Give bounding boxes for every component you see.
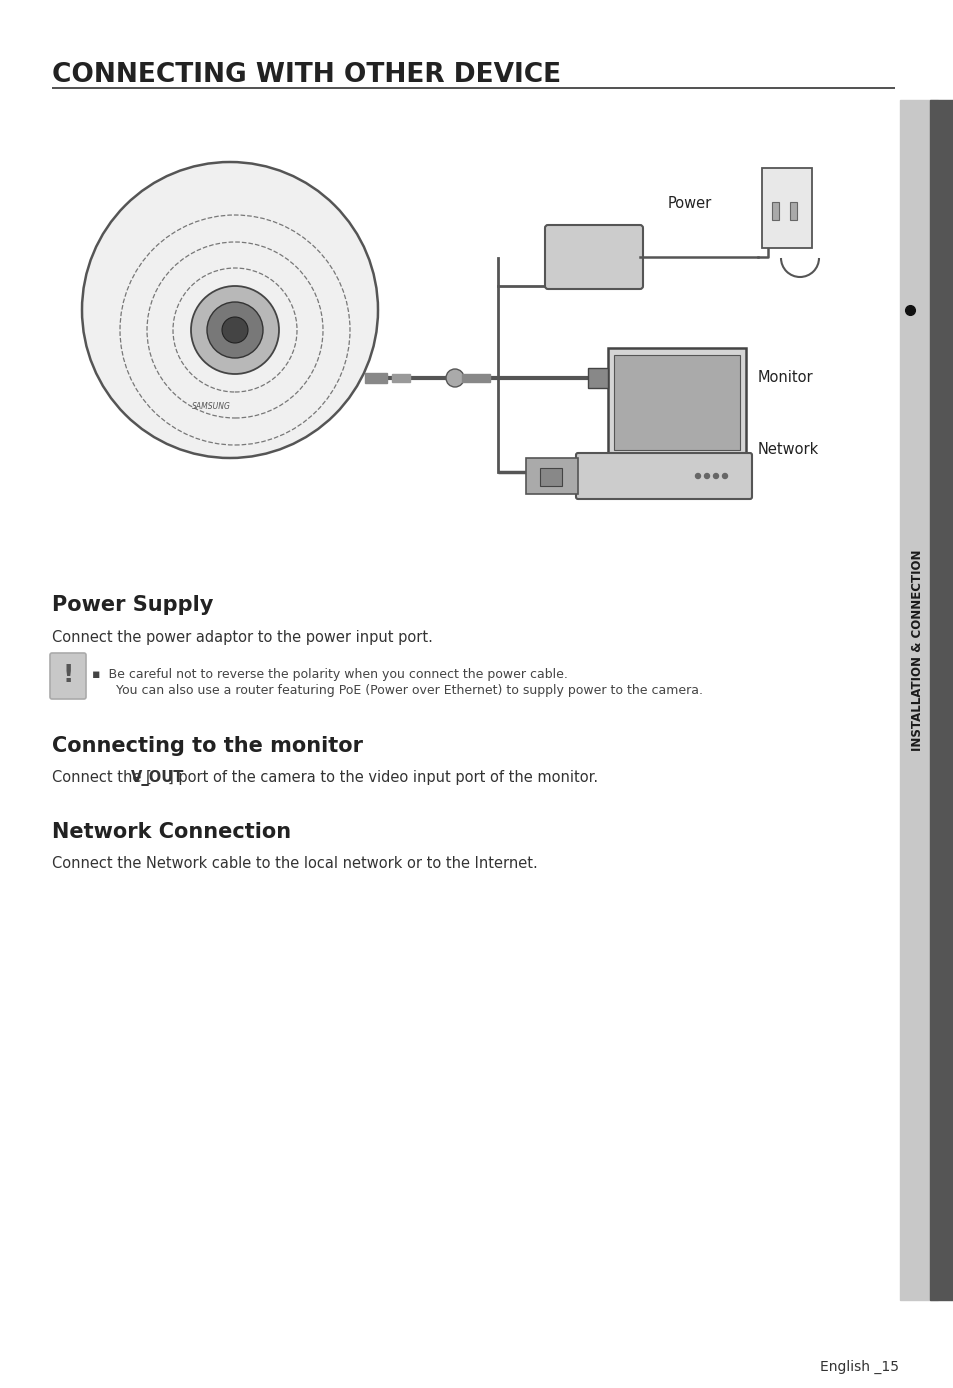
Text: Connect the [: Connect the [ — [52, 770, 152, 786]
Bar — [761, 168, 811, 248]
Bar — [587, 368, 607, 389]
Bar — [525, 458, 578, 494]
Bar — [539, 468, 561, 486]
Text: Connect the power adaptor to the power input port.: Connect the power adaptor to the power i… — [52, 630, 433, 645]
Bar — [771, 203, 779, 221]
FancyBboxPatch shape — [576, 452, 751, 500]
Text: Network Connection: Network Connection — [52, 822, 291, 843]
Text: Monitor: Monitor — [758, 371, 813, 384]
Text: ] port of the camera to the video input port of the monitor.: ] port of the camera to the video input … — [168, 770, 597, 786]
Circle shape — [446, 369, 463, 387]
FancyBboxPatch shape — [544, 225, 642, 289]
Text: Connecting to the monitor: Connecting to the monitor — [52, 736, 363, 756]
Bar — [607, 348, 745, 457]
Circle shape — [721, 473, 727, 479]
Text: V_OUT: V_OUT — [132, 770, 185, 786]
Bar — [461, 373, 490, 382]
Circle shape — [207, 303, 263, 358]
Text: INSTALLATION & CONNECTION: INSTALLATION & CONNECTION — [910, 550, 923, 751]
Bar — [929, 100, 953, 1301]
Text: SAMSUNG: SAMSUNG — [192, 403, 231, 411]
Bar — [789, 203, 796, 221]
Text: Power: Power — [667, 196, 712, 211]
Text: Network: Network — [758, 441, 819, 457]
Text: ▪  Be careful not to reverse the polarity when you connect the power cable.: ▪ Be careful not to reverse the polarity… — [91, 668, 567, 682]
FancyBboxPatch shape — [50, 652, 86, 700]
Text: You can also use a router featuring PoE (Power over Ethernet) to supply power to: You can also use a router featuring PoE … — [91, 684, 702, 697]
Bar — [392, 373, 410, 382]
Text: CONNECTING WITH OTHER DEVICE: CONNECTING WITH OTHER DEVICE — [52, 62, 560, 87]
Circle shape — [191, 286, 278, 373]
Text: Connect the Network cable to the local network or to the Internet.: Connect the Network cable to the local n… — [52, 856, 537, 872]
Text: !: ! — [62, 663, 73, 687]
Circle shape — [222, 316, 248, 343]
Text: Power Supply: Power Supply — [52, 595, 213, 615]
Text: English _15: English _15 — [820, 1360, 898, 1374]
Bar — [899, 100, 937, 1301]
Circle shape — [713, 473, 718, 479]
Bar — [651, 471, 701, 477]
Circle shape — [703, 473, 709, 479]
Bar — [614, 355, 740, 450]
Circle shape — [82, 162, 377, 458]
Bar — [365, 373, 387, 383]
Circle shape — [695, 473, 700, 479]
